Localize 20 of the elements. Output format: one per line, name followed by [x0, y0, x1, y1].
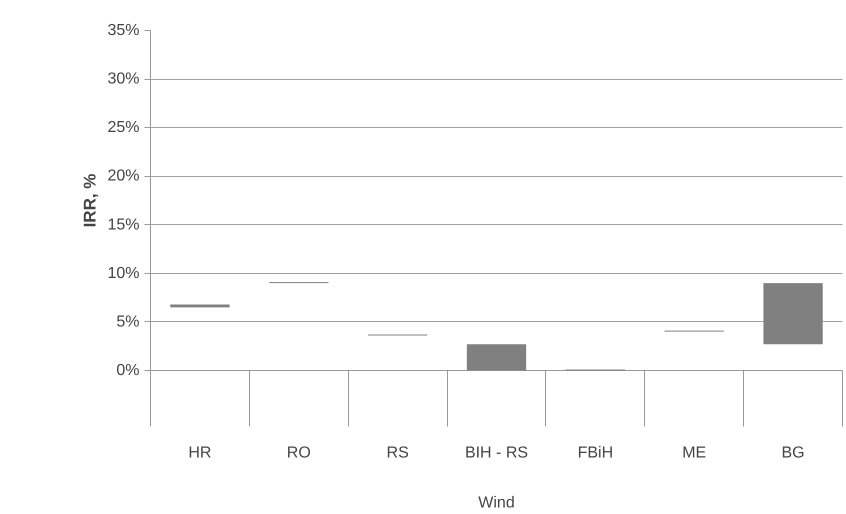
y-tick-label: 0%: [116, 362, 140, 379]
x-tick-label: RO: [286, 444, 311, 462]
x-axis-title: Wind: [478, 494, 515, 512]
x-tick-label: RS: [386, 444, 409, 462]
y-tick-label: 35%: [107, 22, 140, 39]
x-tick-label: BIH - RS: [464, 444, 528, 462]
x-tick-label: ME: [682, 444, 706, 462]
y-tick-label: 10%: [107, 264, 140, 282]
y-tick-label: 30%: [107, 70, 140, 88]
y-tick-label: 25%: [107, 119, 140, 136]
x-tick-label: FBiH: [578, 444, 614, 462]
y-axis-title: IRR, %: [80, 174, 100, 228]
y-tick-label: 20%: [107, 168, 140, 185]
bar: [466, 344, 526, 370]
bar: [170, 304, 230, 308]
x-tick-label: BG: [782, 444, 805, 462]
y-tick-label: 15%: [107, 216, 140, 234]
x-tick-label: HR: [188, 444, 212, 462]
bar: [763, 283, 823, 344]
y-tick-label: 5%: [116, 313, 140, 330]
